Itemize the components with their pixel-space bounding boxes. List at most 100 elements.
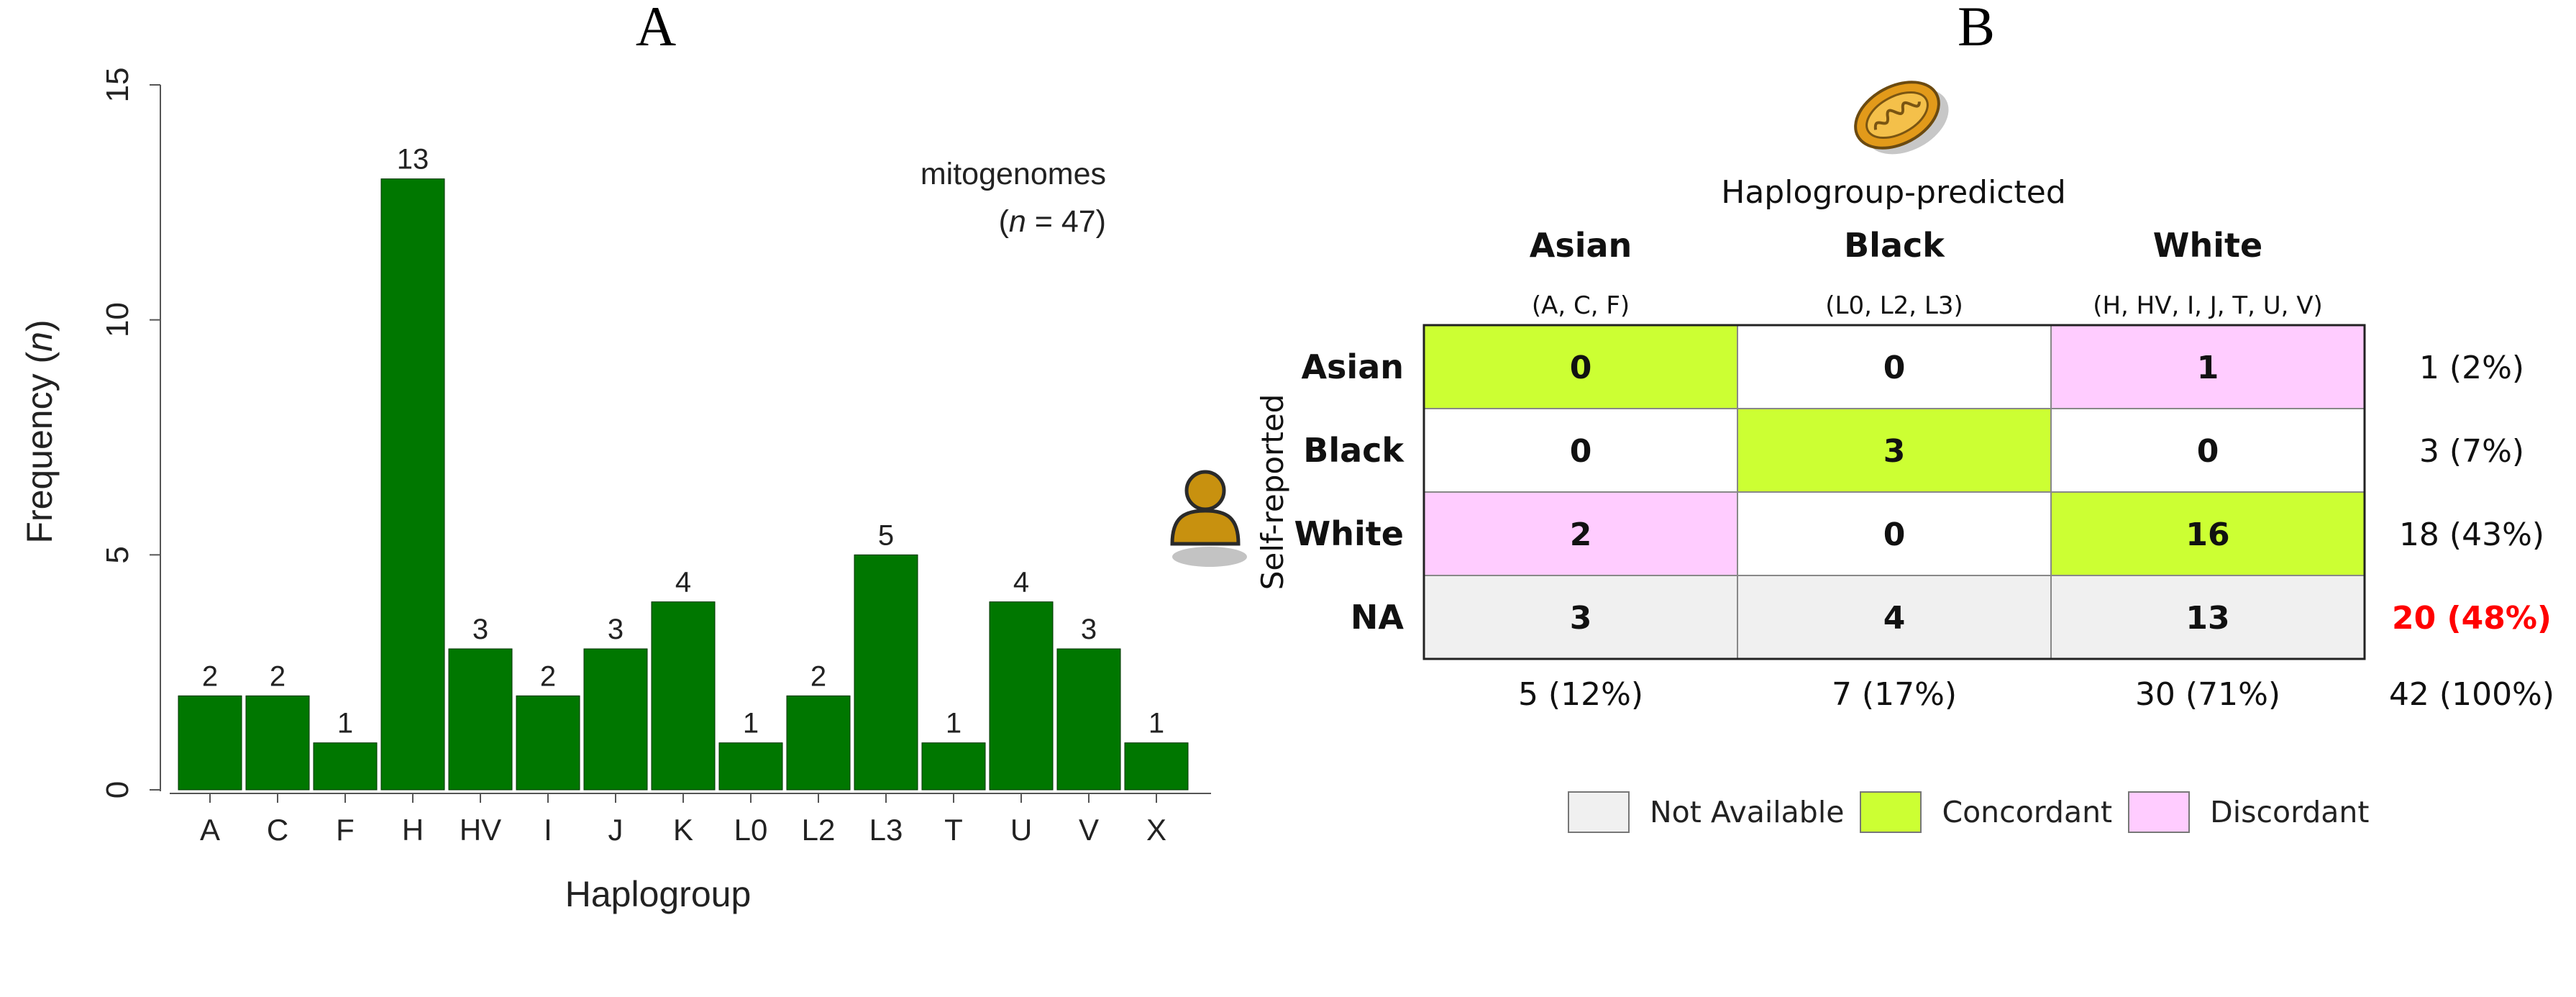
table-cell	[1737, 491, 2052, 576]
y-tick-label: 0	[100, 781, 135, 798]
bar-value-label: 13	[397, 144, 429, 176]
cell-value: 13	[2186, 600, 2229, 637]
bar-T	[921, 742, 986, 791]
row-header: NA	[1351, 598, 1404, 637]
bar-F	[313, 742, 378, 791]
column-header: Black	[1844, 226, 1945, 265]
cell-value: 2	[1570, 516, 1592, 553]
legend-item-discordant: Discordant	[2128, 791, 2369, 833]
bar-value-label: 2	[270, 660, 286, 692]
bar-V	[1056, 648, 1121, 791]
x-tick-label: L2	[802, 813, 836, 847]
bar-value-label: 4	[675, 567, 691, 598]
x-tick-label: F	[336, 813, 355, 847]
table-cell	[1423, 324, 1738, 409]
column-subheader: (H, HV, I, J, T, U, V)	[2093, 291, 2323, 320]
x-tick-label: K	[673, 813, 693, 847]
bar-L2	[786, 695, 851, 791]
x-tick-label: H	[402, 813, 424, 847]
cell-value: 0	[1570, 350, 1592, 386]
legend-label-discordant: Discordant	[2210, 795, 2370, 829]
x-tick-label: C	[267, 813, 288, 847]
y-tick-label: 15	[100, 68, 135, 103]
predicted-title: Haplogroup-predicted	[1721, 174, 2066, 211]
column-subheader: (L0, L2, L3)	[1825, 291, 1963, 320]
table-cell	[1737, 324, 2052, 409]
bar-value-label: 3	[608, 614, 624, 645]
panel-a-letter: A	[635, 0, 677, 58]
cell-value: 0	[1883, 350, 1906, 386]
table-cell	[1423, 408, 1738, 493]
bar-value-label: 1	[946, 708, 962, 739]
row-header: Black	[1303, 431, 1405, 470]
table-cell	[2050, 408, 2365, 493]
x-tick-label: X	[1146, 813, 1166, 847]
bar-value-label: 2	[202, 660, 218, 692]
y-tick-label: 5	[100, 546, 135, 563]
cell-value: 0	[1570, 433, 1592, 470]
x-axis-label: Haplogroup	[565, 874, 752, 914]
row-total: 3 (7%)	[2419, 433, 2524, 470]
table-cell	[1737, 575, 2052, 660]
row-total: 18 (43%)	[2399, 516, 2544, 553]
row-total: 20 (48%)	[2392, 600, 2552, 637]
x-tick-label: U	[1010, 813, 1032, 847]
row-total: 1 (2%)	[2419, 350, 2524, 386]
table-cell	[1423, 491, 1738, 576]
legend-swatch-not-available	[1568, 791, 1630, 833]
table-cell	[2050, 575, 2365, 660]
y-axis-label: Frequency (n)	[19, 319, 60, 543]
bar-C	[245, 695, 310, 791]
x-tick-label: T	[944, 813, 963, 847]
bar-X	[1124, 742, 1189, 791]
bar-HV	[448, 648, 513, 791]
bar-U	[989, 601, 1054, 791]
table-cell	[1737, 408, 2052, 493]
bar-K	[651, 601, 716, 791]
row-header: White	[1294, 514, 1404, 553]
panel-b-letter: B	[1957, 0, 1996, 58]
cell-value: 16	[2186, 516, 2229, 553]
cell-value: 1	[2197, 350, 2219, 386]
table-cell	[2050, 491, 2365, 576]
bar-value-label: 2	[810, 660, 826, 692]
bar-L3	[854, 554, 918, 791]
bar-J	[583, 648, 648, 791]
bar-H	[380, 178, 445, 791]
haplogroup-bar-chart: 0 5 10 15 2 2 1 13 3 2 3 4 1 2 5 1 4 3 1 A C F H HV I J K L0 L2 L3 T…	[19, 68, 1211, 914]
bar-value-label: 5	[878, 519, 894, 551]
bar-I	[516, 695, 580, 791]
x-tick-label: I	[544, 813, 552, 847]
legend-item-concordant: Concordant	[1860, 791, 2112, 833]
bar-value-label: 4	[1013, 567, 1029, 598]
bar-value-label: 1	[337, 708, 353, 739]
cell-value: 0	[2197, 433, 2219, 470]
x-tick-label: L0	[734, 813, 768, 847]
column-header: White	[2153, 226, 2262, 265]
row-header: Asian	[1301, 347, 1404, 386]
x-tick-label: A	[200, 813, 220, 847]
x-tick-label: HV	[460, 813, 501, 847]
annotation-n: (n = 47)	[999, 204, 1106, 239]
bar-value-label: 3	[1081, 614, 1097, 645]
annotation-mitogenomes: mitogenomes	[921, 157, 1106, 191]
column-total: 7 (17%)	[1832, 676, 1957, 713]
bar-L0	[718, 742, 783, 791]
cell-value: 3	[1883, 433, 1906, 470]
column-header: Asian	[1530, 226, 1632, 265]
table-border	[1422, 324, 2366, 660]
column-subheader: (A, C, F)	[1532, 291, 1630, 320]
cell-value: 4	[1883, 600, 1906, 637]
bar-value-label: 2	[540, 660, 556, 692]
cell-value: 3	[1570, 600, 1592, 637]
self-reported-label: Self-reported	[1255, 394, 1290, 591]
x-tick-label: V	[1079, 813, 1099, 847]
cell-value: 0	[1883, 516, 1906, 553]
legend-label-concordant: Concordant	[1942, 795, 2113, 829]
column-total: 30 (71%)	[2135, 676, 2280, 713]
legend-swatch-concordant	[1860, 791, 1922, 833]
grand-total: 42 (100%)	[2389, 676, 2554, 713]
bar-A	[178, 695, 242, 791]
legend-swatch-discordant	[2128, 791, 2191, 833]
table-cell	[2050, 324, 2365, 409]
